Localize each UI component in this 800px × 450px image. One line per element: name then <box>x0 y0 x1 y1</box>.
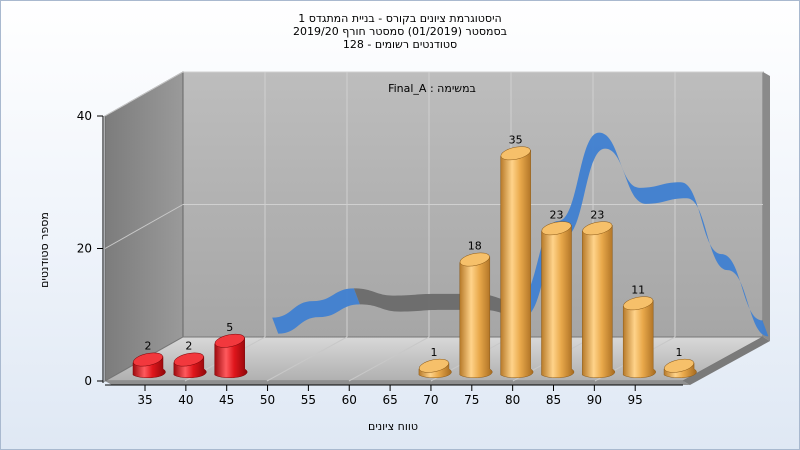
bar-value-label: 11 <box>631 283 645 296</box>
floor-edge <box>105 381 690 385</box>
bar-value-label: 1 <box>676 346 683 359</box>
gridline-floor <box>348 336 430 382</box>
y-tick-label: 0 <box>84 374 92 388</box>
x-tick-label: 60 <box>342 393 357 407</box>
bar-body <box>500 149 534 379</box>
bar-85: 23 <box>541 208 575 379</box>
bar-body <box>541 224 575 379</box>
bar-cap <box>133 352 163 367</box>
bar-cap <box>173 352 204 367</box>
bar-cap <box>623 296 654 311</box>
bar-body <box>214 337 248 379</box>
bar-35: 2 <box>132 340 166 379</box>
bar-95: 11 <box>622 283 656 379</box>
floor-side-edge <box>683 337 770 385</box>
bar-value-label: 18 <box>468 240 482 253</box>
bar-cap <box>459 252 490 267</box>
x-tick-label: 80 <box>505 393 520 407</box>
x-tick-label: 45 <box>219 393 234 407</box>
bar-cap <box>500 146 531 161</box>
bar-value-label: 23 <box>550 208 564 221</box>
x-tick-label: 35 <box>137 393 152 407</box>
y-tick-label: 20 <box>77 242 92 256</box>
bar-value-label: 1 <box>430 346 437 359</box>
bar-body <box>622 299 656 379</box>
gridline-floor <box>266 336 348 382</box>
bar-value-label: 2 <box>185 340 192 353</box>
bar-body <box>459 256 493 379</box>
bar-value-label: 2 <box>145 340 152 353</box>
bar-cap <box>582 221 613 236</box>
x-axis-title: טווח ציונים <box>368 420 418 433</box>
bar-100: 1 <box>663 346 697 379</box>
bar-40: 2 <box>173 340 207 379</box>
curve-segment-blue-right <box>517 132 769 337</box>
bar-70: 1 <box>418 346 452 379</box>
bar-value-label: 5 <box>226 321 233 334</box>
gridline-left-wall <box>104 71 184 117</box>
bar-body <box>582 224 616 379</box>
chart-title-line-1: היסטוגרמת ציונים בקורס - בניית המתגדס 1 <box>298 12 502 25</box>
gridline-left-wall <box>104 204 184 249</box>
bar-75: 18 <box>459 240 493 379</box>
chart-title-line-3: סטודנטים רשומים - 128 <box>342 38 458 51</box>
bar-90: 23 <box>582 208 616 379</box>
x-tick-label: 95 <box>628 393 643 407</box>
right-wall-edge <box>763 72 770 341</box>
bar-cap <box>664 358 695 373</box>
x-tick-label: 85 <box>546 393 561 407</box>
chart-title-line-2: בסמסטר (01/2019) סמסטר חורף 2019/20 <box>293 25 507 38</box>
bar-45: 5 <box>214 321 248 379</box>
x-tick-label: 55 <box>301 393 316 407</box>
bar-value-label: 35 <box>509 133 523 146</box>
chart-walls <box>103 71 770 385</box>
y-tick-label: 40 <box>77 109 92 123</box>
y-axis-title: מספר סטודנטים <box>38 212 51 288</box>
x-tick-label: 40 <box>178 393 193 407</box>
x-tick-label: 70 <box>423 393 438 407</box>
bar-cap <box>418 358 449 373</box>
bar-80: 35 <box>500 133 534 379</box>
axes: 0 20 40 35 40 45 50 55 60 65 70 75 80 85 90 95 <box>77 109 683 407</box>
x-tick-label: 90 <box>587 393 602 407</box>
x-tick-label: 75 <box>464 393 479 407</box>
bar-cap <box>541 221 572 236</box>
x-tick-label: 65 <box>382 393 397 407</box>
series-label: Final_A : במשימה <box>388 82 476 95</box>
x-tick-label: 50 <box>260 393 275 407</box>
curve-segment-blue-left <box>272 288 360 334</box>
bar-cap <box>214 333 245 348</box>
bar-value-label: 23 <box>590 208 604 221</box>
